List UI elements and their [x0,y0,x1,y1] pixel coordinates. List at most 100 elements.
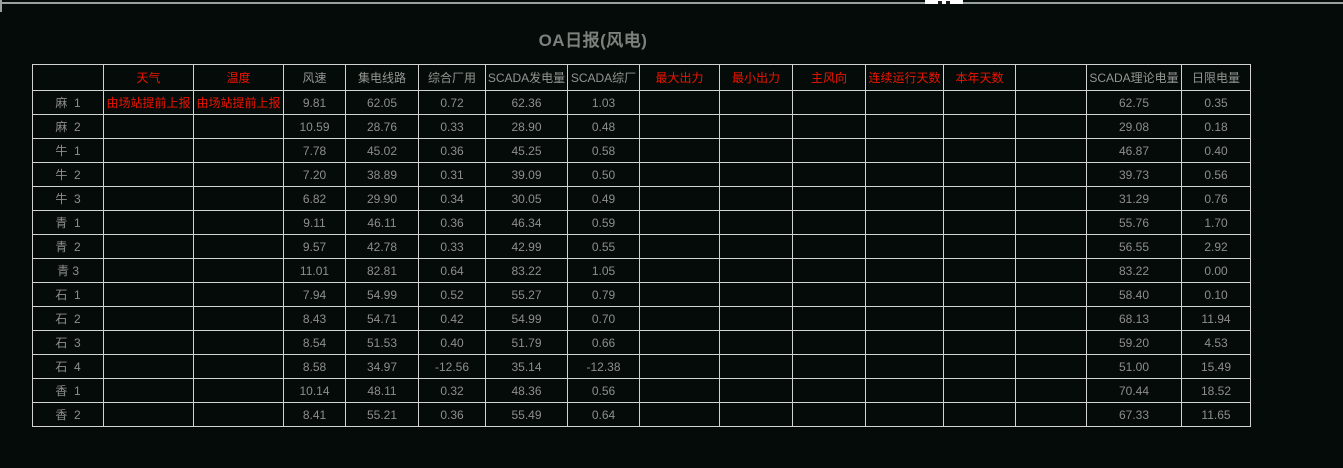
table-cell[interactable]: 70.44 [1086,378,1182,403]
table-cell[interactable] [792,354,866,379]
table-cell[interactable]: 0.59 [567,210,640,235]
table-cell[interactable] [103,330,194,355]
table-cell[interactable] [193,138,284,163]
table-cell[interactable] [639,234,720,259]
table-cell[interactable]: 0.35 [1181,90,1251,115]
table-cell[interactable]: 45.25 [485,138,568,163]
table-cell[interactable] [639,354,720,379]
table-cell[interactable] [103,282,194,307]
table-cell[interactable] [792,138,866,163]
table-cell[interactable]: 55.21 [345,402,419,427]
table-cell[interactable]: 0.48 [567,114,640,139]
table-cell[interactable]: 10.14 [283,378,346,403]
table-cell[interactable] [792,162,866,187]
table-cell[interactable]: 62.36 [485,90,568,115]
table-cell[interactable]: 0.72 [418,90,486,115]
table-cell[interactable] [943,186,1016,211]
table-cell[interactable] [103,378,194,403]
table-cell[interactable]: 2.92 [1181,234,1251,259]
table-cell[interactable] [865,114,944,139]
table-cell[interactable] [719,210,793,235]
table-cell[interactable] [792,330,866,355]
table-cell[interactable] [792,402,866,427]
table-cell[interactable]: 35.14 [485,354,568,379]
table-cell[interactable]: 15.49 [1181,354,1251,379]
table-cell[interactable]: 8.58 [283,354,346,379]
table-cell[interactable]: 0.36 [418,138,486,163]
table-cell[interactable]: 42.99 [485,234,568,259]
table-cell[interactable] [193,378,284,403]
table-cell[interactable] [639,402,720,427]
table-cell[interactable] [943,378,1016,403]
table-cell[interactable]: 0.56 [1181,162,1251,187]
table-cell[interactable]: 0.50 [567,162,640,187]
table-cell[interactable]: 1.70 [1181,210,1251,235]
table-cell[interactable] [943,258,1016,283]
table-cell[interactable] [943,330,1016,355]
table-cell[interactable] [792,114,866,139]
table-cell[interactable] [103,138,194,163]
table-cell[interactable] [639,282,720,307]
table-cell[interactable] [719,330,793,355]
table-cell[interactable]: 45.02 [345,138,419,163]
table-cell[interactable] [719,186,793,211]
table-cell[interactable] [792,378,866,403]
table-cell[interactable] [865,282,944,307]
table-cell[interactable]: 0.64 [567,402,640,427]
table-cell[interactable]: 0.36 [418,210,486,235]
table-cell[interactable]: 11.01 [283,258,346,283]
table-cell[interactable] [193,402,284,427]
table-cell[interactable]: 28.90 [485,114,568,139]
table-cell[interactable] [719,114,793,139]
table-cell[interactable] [865,186,944,211]
table-cell[interactable]: 0.42 [418,306,486,331]
table-cell[interactable] [639,378,720,403]
table-cell[interactable] [639,138,720,163]
table-cell[interactable]: 0.32 [418,378,486,403]
table-cell[interactable] [193,210,284,235]
table-cell[interactable]: 6.82 [283,186,346,211]
table-cell[interactable] [865,378,944,403]
table-cell[interactable]: -12.56 [418,354,486,379]
table-cell[interactable]: 0.76 [1181,186,1251,211]
table-cell[interactable]: 9.57 [283,234,346,259]
table-cell[interactable] [719,402,793,427]
table-cell[interactable]: 58.40 [1086,282,1182,307]
table-cell[interactable] [865,210,944,235]
table-cell[interactable]: 55.27 [485,282,568,307]
table-cell[interactable] [639,90,720,115]
table-cell[interactable] [719,282,793,307]
table-cell[interactable]: 4.53 [1181,330,1251,355]
table-cell[interactable]: 11.94 [1181,306,1251,331]
table-cell[interactable]: 9.81 [283,90,346,115]
table-cell[interactable] [193,162,284,187]
table-cell[interactable] [792,282,866,307]
table-cell[interactable] [719,90,793,115]
table-cell[interactable]: 83.22 [1086,258,1182,283]
table-cell[interactable] [943,354,1016,379]
table-cell[interactable] [193,282,284,307]
table-cell[interactable]: 7.78 [283,138,346,163]
table-cell[interactable] [1015,114,1087,139]
table-cell[interactable]: 46.11 [345,210,419,235]
table-cell[interactable] [719,306,793,331]
table-cell[interactable] [943,90,1016,115]
table-cell[interactable] [865,330,944,355]
table-cell[interactable] [943,306,1016,331]
table-cell[interactable]: 62.75 [1086,90,1182,115]
table-cell[interactable] [103,306,194,331]
table-cell[interactable]: 0.18 [1181,114,1251,139]
table-cell[interactable]: 42.78 [345,234,419,259]
table-cell[interactable] [103,258,194,283]
table-cell[interactable] [865,90,944,115]
table-cell[interactable]: 0.40 [1181,138,1251,163]
table-cell[interactable] [719,258,793,283]
table-cell[interactable]: 0.55 [567,234,640,259]
table-cell[interactable]: 0.33 [418,114,486,139]
table-cell[interactable] [943,402,1016,427]
table-cell[interactable]: 7.20 [283,162,346,187]
table-cell[interactable]: 由场站提前上报 [103,90,194,115]
table-cell[interactable] [1015,210,1087,235]
table-cell[interactable] [719,354,793,379]
table-cell[interactable] [193,258,284,283]
